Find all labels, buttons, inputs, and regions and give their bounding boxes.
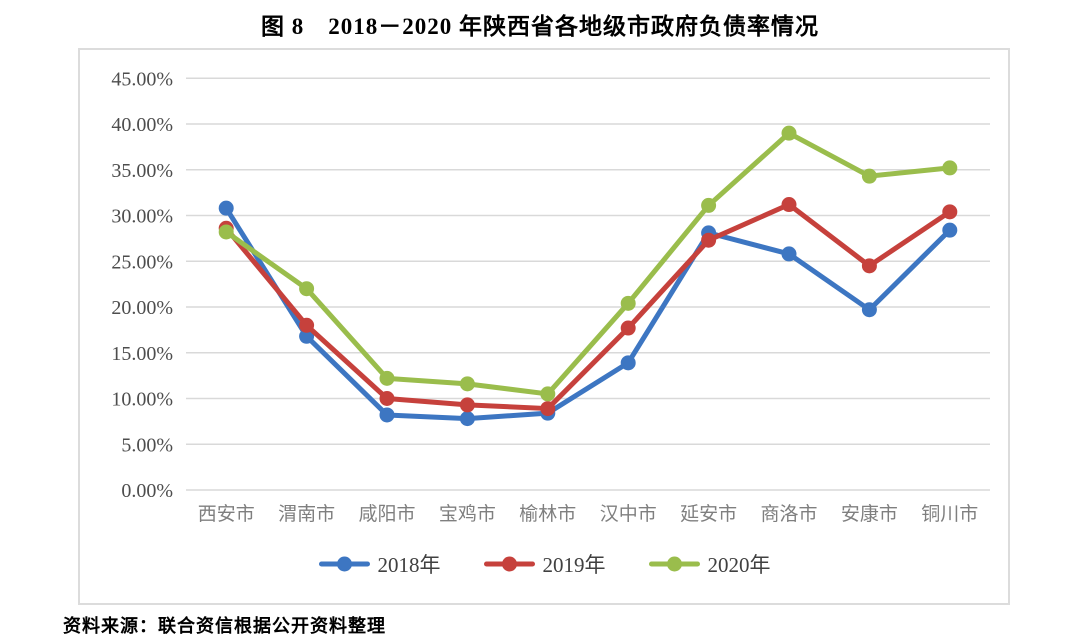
xtick-label-铜川市: 铜川市	[921, 503, 978, 525]
point-2019年-宝鸡市	[459, 397, 475, 413]
point-2019年-安康市	[861, 258, 877, 274]
ytick-label-15: 15.00%	[111, 343, 173, 365]
point-2020年-渭南市	[299, 281, 315, 297]
xtick-label-宝鸡市: 宝鸡市	[439, 503, 496, 525]
point-2018年-商洛市	[781, 246, 797, 262]
point-2019年-渭南市	[299, 317, 315, 333]
point-2018年-安康市	[861, 302, 877, 318]
xtick-label-汉中市: 汉中市	[600, 503, 657, 525]
legend-marker-dot-2019年	[502, 556, 517, 572]
ytick-label-5: 5.00%	[121, 434, 173, 456]
point-2019年-汉中市	[620, 320, 636, 336]
point-2020年-榆林市	[540, 386, 556, 402]
xtick-label-渭南市: 渭南市	[278, 503, 335, 525]
xtick-label-延安市: 延安市	[680, 503, 737, 525]
ytick-label-0: 0.00%	[121, 480, 173, 502]
point-2020年-延安市	[701, 197, 717, 213]
point-2018年-咸阳市	[379, 407, 395, 423]
ytick-label-20: 20.00%	[111, 297, 173, 319]
xtick-label-西安市: 西安市	[198, 503, 255, 525]
xtick-label-咸阳市: 咸阳市	[358, 503, 415, 525]
xtick-label-安康市: 安康市	[841, 503, 898, 525]
series-line-2020年	[223, 130, 953, 397]
source-note: 资料来源：联合资信根据公开资料整理	[63, 616, 386, 636]
ytick-label-10: 10.00%	[111, 389, 173, 411]
point-2018年-宝鸡市	[459, 411, 475, 427]
point-2020年-宝鸡市	[459, 376, 475, 392]
legend-label-2018年: 2018年	[378, 553, 441, 577]
series-line-2019年	[223, 202, 953, 412]
ytick-label-25: 25.00%	[111, 251, 173, 273]
point-2019年-延安市	[701, 232, 717, 248]
figure-title: 图 8 2018－2020 年陕西省各地级市政府负债率情况	[261, 14, 819, 39]
point-2020年-汉中市	[620, 295, 636, 311]
ytick-label-40: 40.00%	[111, 114, 173, 136]
legend-label-2019年: 2019年	[543, 553, 606, 577]
legend-label-2020年: 2020年	[708, 553, 771, 577]
legend-marker-dot-2020年	[667, 556, 682, 572]
point-2019年-咸阳市	[379, 391, 395, 406]
chart-frame: 0.00% 5.00% 10.00% 15.00% 20.00% 25.00% 30.00%…	[78, 48, 1010, 605]
point-2020年-安康市	[861, 168, 877, 184]
point-2019年-铜川市	[942, 204, 958, 220]
point-2020年-商洛市	[781, 125, 797, 141]
point-2020年-西安市	[218, 224, 234, 240]
xtick-label-商洛市: 商洛市	[760, 503, 817, 525]
legend-marker-dot-2018年	[337, 556, 352, 572]
debt-ratio-line-chart: 0.00% 5.00% 10.00% 15.00% 20.00% 25.00% 30.00%…	[111, 68, 990, 577]
point-2018年-铜川市	[942, 222, 958, 238]
point-2019年-榆林市	[540, 401, 556, 417]
xtick-label-榆林市: 榆林市	[519, 503, 576, 525]
ytick-label-30: 30.00%	[111, 206, 173, 228]
point-2019年-商洛市	[781, 197, 797, 213]
series-line-2018年	[223, 205, 953, 422]
ytick-label-35: 35.00%	[111, 160, 173, 182]
point-2018年-西安市	[218, 200, 234, 216]
point-2020年-咸阳市	[379, 370, 395, 386]
point-2020年-铜川市	[942, 160, 958, 176]
point-2018年-汉中市	[620, 355, 636, 371]
point-2018年-渭南市	[299, 328, 315, 344]
ytick-label-45: 45.00%	[111, 68, 173, 90]
